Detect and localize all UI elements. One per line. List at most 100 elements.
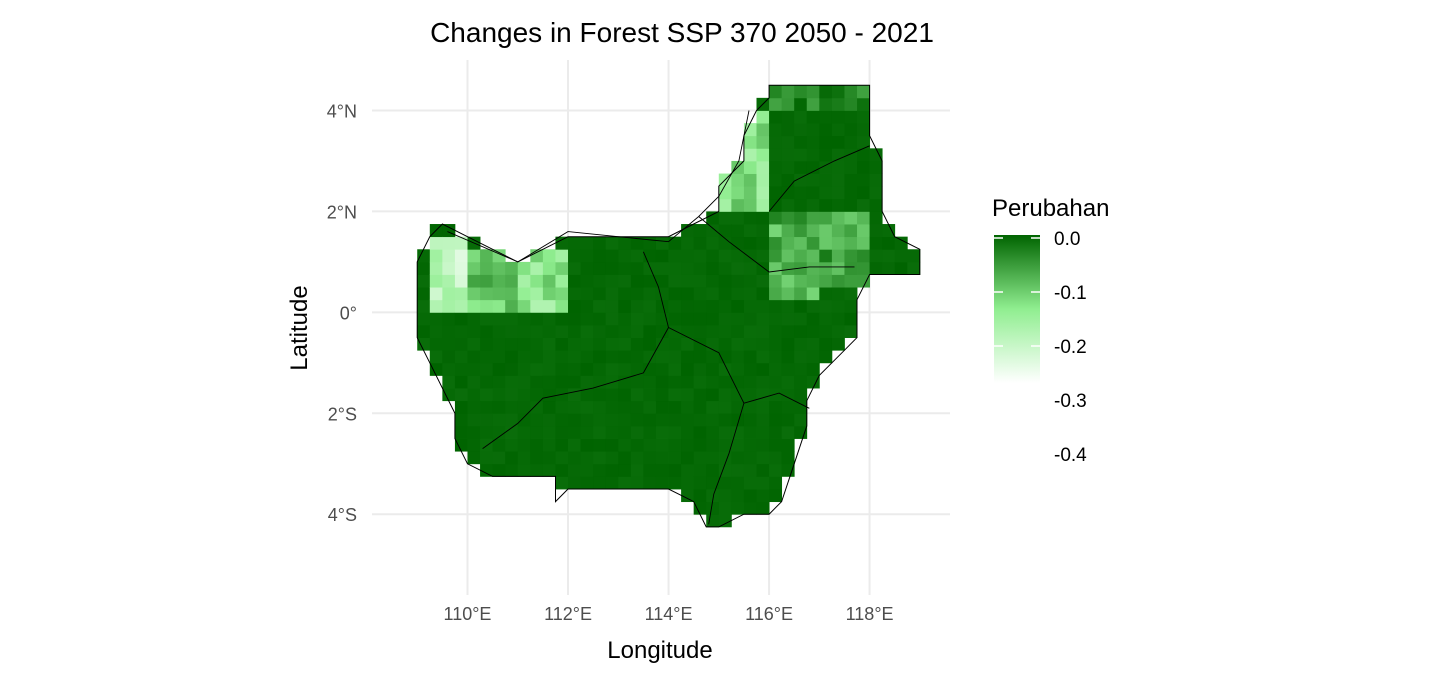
raster-cell <box>580 362 594 376</box>
raster-cell <box>655 438 669 452</box>
province-border <box>447 110 750 263</box>
province-border <box>768 145 870 212</box>
raster-cell <box>668 236 682 250</box>
raster-cell <box>593 350 607 364</box>
raster-cell <box>655 463 669 477</box>
raster-cell <box>542 261 556 275</box>
raster-cell <box>505 261 519 275</box>
raster-cell <box>555 400 569 414</box>
raster-cell <box>756 324 770 338</box>
raster-cell <box>668 413 682 427</box>
raster-cell <box>794 350 808 364</box>
raster-cell <box>756 123 770 137</box>
raster-cell <box>806 186 820 200</box>
raster-cell <box>731 337 745 351</box>
raster-cell <box>480 249 494 263</box>
raster-cell <box>706 438 720 452</box>
raster-cell <box>781 451 795 465</box>
raster-cell <box>693 287 707 301</box>
raster-cell <box>769 186 783 200</box>
raster-cell <box>442 388 456 402</box>
raster-cell <box>857 211 870 225</box>
raster-cell <box>480 451 494 465</box>
raster-cell <box>517 261 531 275</box>
y-tick-label: 4°S <box>328 505 357 525</box>
raster-cell <box>593 236 607 250</box>
raster-cell <box>568 388 581 402</box>
raster-cell <box>869 198 883 212</box>
raster-cell <box>743 287 757 301</box>
raster-cell <box>568 337 581 351</box>
raster-cell <box>743 160 757 174</box>
raster-cell <box>769 312 783 326</box>
raster-cell <box>530 375 544 389</box>
raster-cell <box>517 438 531 452</box>
raster-cell <box>769 451 783 465</box>
raster-cell <box>831 97 845 111</box>
raster-cell <box>480 337 494 351</box>
raster-cell <box>568 274 581 288</box>
raster-cell <box>769 337 783 351</box>
raster-cell <box>417 287 431 301</box>
raster-cell <box>869 211 883 225</box>
raster-cell <box>706 451 720 465</box>
raster-cell <box>593 249 607 263</box>
raster-cell <box>480 375 494 389</box>
raster-cell <box>819 312 833 326</box>
legend-ticks: 0.0 -0.1 -0.2 -0.3 -0.4 <box>994 229 1087 466</box>
raster-cell <box>769 400 783 414</box>
raster-cell <box>643 299 657 313</box>
raster-cell <box>605 287 619 301</box>
raster-cell <box>417 299 431 313</box>
raster-cell <box>857 274 870 288</box>
raster-cell <box>781 463 795 477</box>
raster-cell <box>467 324 481 338</box>
raster-cell <box>743 400 757 414</box>
raster-cell <box>819 299 833 313</box>
raster-cell <box>831 249 845 263</box>
raster-cell <box>743 236 757 250</box>
raster-cell <box>593 463 607 477</box>
raster-cell <box>605 362 619 376</box>
raster-cell <box>442 299 456 313</box>
raster-cell <box>454 299 468 313</box>
raster-cell <box>605 337 619 351</box>
raster-cell <box>882 261 896 275</box>
raster-cell <box>593 324 607 338</box>
raster-cell <box>580 425 594 439</box>
raster-cell <box>555 375 569 389</box>
raster-cell <box>668 451 682 465</box>
raster-cell <box>542 324 556 338</box>
raster-cell <box>630 400 644 414</box>
raster-cell <box>593 451 607 465</box>
raster-cell <box>655 249 669 263</box>
province-border <box>743 392 810 409</box>
raster-cell <box>844 148 858 162</box>
raster-cell <box>655 299 669 313</box>
raster-cell <box>743 463 757 477</box>
raster-cell <box>731 501 745 515</box>
raster-cell <box>643 337 657 351</box>
raster-cell <box>442 337 456 351</box>
raster-cell <box>819 236 833 250</box>
raster-cell <box>718 198 732 212</box>
province-border <box>482 251 669 449</box>
raster-cell <box>806 324 820 338</box>
raster-cell <box>781 312 795 326</box>
raster-cell <box>731 287 745 301</box>
raster-cell <box>731 476 745 490</box>
raster-cell <box>781 123 795 137</box>
raster-cell <box>894 236 908 250</box>
raster-cell <box>743 350 757 364</box>
raster-cell <box>743 211 757 225</box>
raster-cell <box>655 375 669 389</box>
raster-cells <box>417 85 921 528</box>
raster-cell <box>681 274 695 288</box>
raster-cell <box>618 400 632 414</box>
legend-tick-label: -0.4 <box>1054 445 1087 466</box>
y-tick-label: 4°N <box>327 101 357 121</box>
raster-cell <box>794 160 808 174</box>
raster-cell <box>819 85 833 99</box>
raster-cell <box>655 287 669 301</box>
raster-cell <box>819 160 833 174</box>
